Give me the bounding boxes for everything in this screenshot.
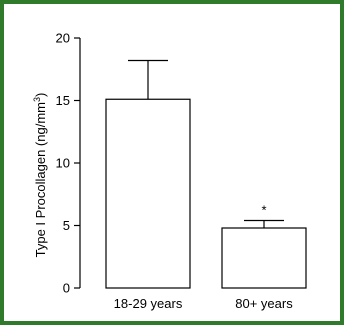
y-tick-label: 10 xyxy=(56,156,70,171)
y-tick-label: 0 xyxy=(63,281,70,296)
y-axis-label: Type I Procollagen (ng/mm3) xyxy=(32,93,48,258)
bars xyxy=(105,59,307,289)
y-tick-label: 20 xyxy=(56,31,70,46)
axes xyxy=(74,37,81,289)
y-tick-label: 5 xyxy=(63,218,70,233)
x-tick-label: 80+ years xyxy=(235,296,293,311)
y-tick-label: 15 xyxy=(56,93,70,108)
significance-marker: * xyxy=(261,203,266,218)
bar xyxy=(221,227,307,289)
x-tick-label: 18-29 years xyxy=(114,296,183,311)
y-axis-label-main: Type I Procollagen (ng/mm xyxy=(33,102,48,257)
bar xyxy=(105,98,191,289)
labels: 0 5 10 15 20 18-29 years 80+ years * xyxy=(56,31,294,312)
y-axis-label-close: ) xyxy=(33,93,48,97)
y-axis-label-superscript: 3 xyxy=(32,97,42,102)
